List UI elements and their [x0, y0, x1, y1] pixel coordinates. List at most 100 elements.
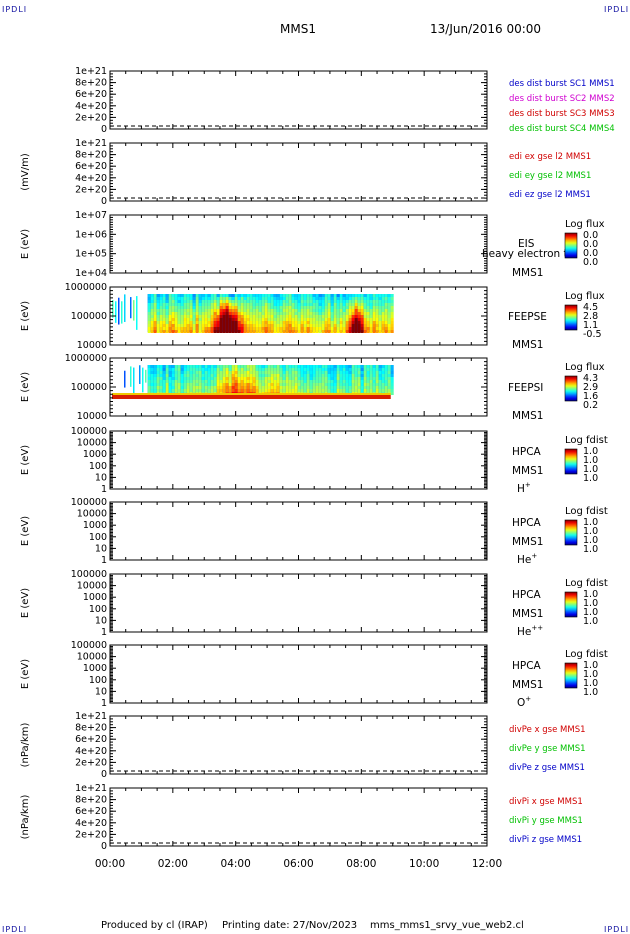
species-label: O+: [517, 695, 531, 709]
y-axis-label: E (eV): [20, 301, 31, 331]
colorbar-value: 1.0: [583, 678, 598, 689]
y-tick-label: 100: [89, 675, 107, 686]
y-tick-label: 4e+20: [75, 818, 107, 829]
y-axis-label: E (eV): [20, 588, 31, 618]
panel-frame: [109, 501, 488, 561]
legend-entry: divPi y gse MMS1: [509, 816, 583, 826]
colorbar-value: 2.8: [583, 311, 598, 322]
y-tick-label: 1e+05: [75, 249, 107, 260]
y-axis-label: E (eV): [20, 229, 31, 259]
y-tick-label: 100000: [71, 569, 107, 580]
colorbar-value: 1.0: [583, 589, 598, 600]
y-tick-label: 1e+06: [75, 229, 107, 240]
instrument-label: FEEPSI: [508, 382, 543, 394]
y-axis-label: E (eV): [20, 372, 31, 402]
time-tick-label: 10:00: [409, 858, 439, 870]
time-tick-label: 06:00: [283, 858, 313, 870]
y-tick-label: 6e+20: [75, 161, 107, 172]
colorbar-title: Log fdist: [565, 506, 608, 517]
time-tick-label: 02:00: [158, 858, 188, 870]
colorbar: [564, 232, 578, 259]
colorbar-title: Log fdist: [565, 649, 608, 660]
colorbar-value: 1.0: [583, 535, 598, 546]
colorbar-value: 1.0: [583, 598, 598, 609]
y-axis-label: E (eV): [20, 516, 31, 546]
spacecraft-label: MMS1: [512, 267, 543, 279]
y-tick-label: 0: [101, 841, 107, 852]
species-label: He++: [517, 624, 543, 638]
y-tick-label: 1000: [83, 449, 107, 460]
spacecraft-label: MMS1: [512, 465, 543, 477]
legend-entry: divPe y gse MMS1: [509, 744, 586, 754]
y-tick-label: 1000: [83, 663, 107, 674]
y-axis-label: E (eV): [20, 445, 31, 475]
colorbar-title: Log flux: [565, 291, 605, 302]
colorbar-value: 0.0: [583, 257, 598, 268]
colorbar-value: 1.0: [583, 517, 598, 528]
colorbar-value: 1.0: [583, 660, 598, 671]
legend-entry: divPe x gse MMS1: [509, 725, 586, 735]
y-axis-label: (nPa/km): [20, 723, 31, 768]
y-tick-label: 100000: [71, 311, 107, 322]
y-tick-label: 8e+20: [75, 150, 107, 161]
spacecraft-label: MMS1: [512, 536, 543, 548]
y-tick-label: 1e+21: [75, 138, 107, 149]
corner-label-bottom-right: IPDLI: [604, 925, 630, 934]
time-tick-label: 12:00: [472, 858, 502, 870]
panel-p5: 10000 100000 1000000 E (eV) FEEPSI MMS1 Log fl…: [20, 353, 605, 422]
y-tick-label: 10000: [77, 581, 107, 592]
y-tick-label: 1000: [83, 520, 107, 531]
y-tick-label: 6e+20: [75, 734, 107, 745]
y-tick-label: 1e+21: [75, 783, 107, 794]
legend-entry: edi ey gse l2 MMS1: [509, 171, 591, 181]
y-axis-label: E (eV): [20, 659, 31, 689]
legend-entry: edi ex gse l2 MMS1: [509, 152, 591, 162]
corner-label-bottom-left: IPDLI: [2, 925, 28, 934]
panel-frame: [109, 142, 488, 202]
colorbar-value: 0.2: [583, 400, 598, 411]
y-tick-label: 8e+20: [75, 723, 107, 734]
colorbar: [564, 591, 578, 618]
colorbar: [564, 448, 578, 475]
colorbar-value: 1.0: [583, 455, 598, 466]
legend-entry: des dist burst SC1 MMS1: [509, 79, 615, 89]
y-tick-label: 10000: [77, 652, 107, 663]
y-tick-label: 10000: [77, 411, 107, 422]
y-tick-label: 0: [101, 769, 107, 780]
y-tick-label: 100000: [71, 497, 107, 508]
spectrogram-p4: [112, 294, 394, 333]
legend-entry: edi ez gse l2 MMS1: [509, 190, 591, 200]
instrument-label: HPCA: [512, 589, 542, 601]
colorbar: [564, 519, 578, 546]
colorbar-value: 1.0: [583, 607, 598, 618]
y-tick-label: 2e+20: [75, 184, 107, 195]
y-tick-label: 10000: [77, 438, 107, 449]
y-tick-label: 1: [101, 484, 107, 495]
colorbar-title: Log flux: [565, 219, 605, 230]
y-tick-label: 4e+20: [75, 101, 107, 112]
y-tick-label: 6e+20: [75, 806, 107, 817]
date-title: 13/Jun/2016 00:00: [430, 22, 542, 36]
colorbar-title: Log flux: [565, 362, 605, 373]
y-tick-label: 100000: [71, 382, 107, 393]
y-tick-label: 100: [89, 461, 107, 472]
instrument-label: HPCA: [512, 660, 542, 672]
y-tick-label: 2e+20: [75, 829, 107, 840]
colorbar-value: 0.0: [583, 239, 598, 250]
y-axis-label: (nPa/km): [20, 795, 31, 840]
colorbar-value: 1.6: [583, 391, 598, 402]
legend-entry: divPe z gse MMS1: [509, 763, 585, 773]
y-tick-label: 4e+20: [75, 173, 107, 184]
panel-frame: [109, 70, 488, 130]
spacecraft-label: MMS1: [512, 608, 543, 620]
spacecraft-label: MMS1: [512, 339, 543, 351]
colorbar-title: Log fdist: [565, 435, 608, 446]
y-tick-label: 6e+20: [75, 89, 107, 100]
legend-entry: des dist burst SC4 MMS4: [509, 124, 615, 134]
